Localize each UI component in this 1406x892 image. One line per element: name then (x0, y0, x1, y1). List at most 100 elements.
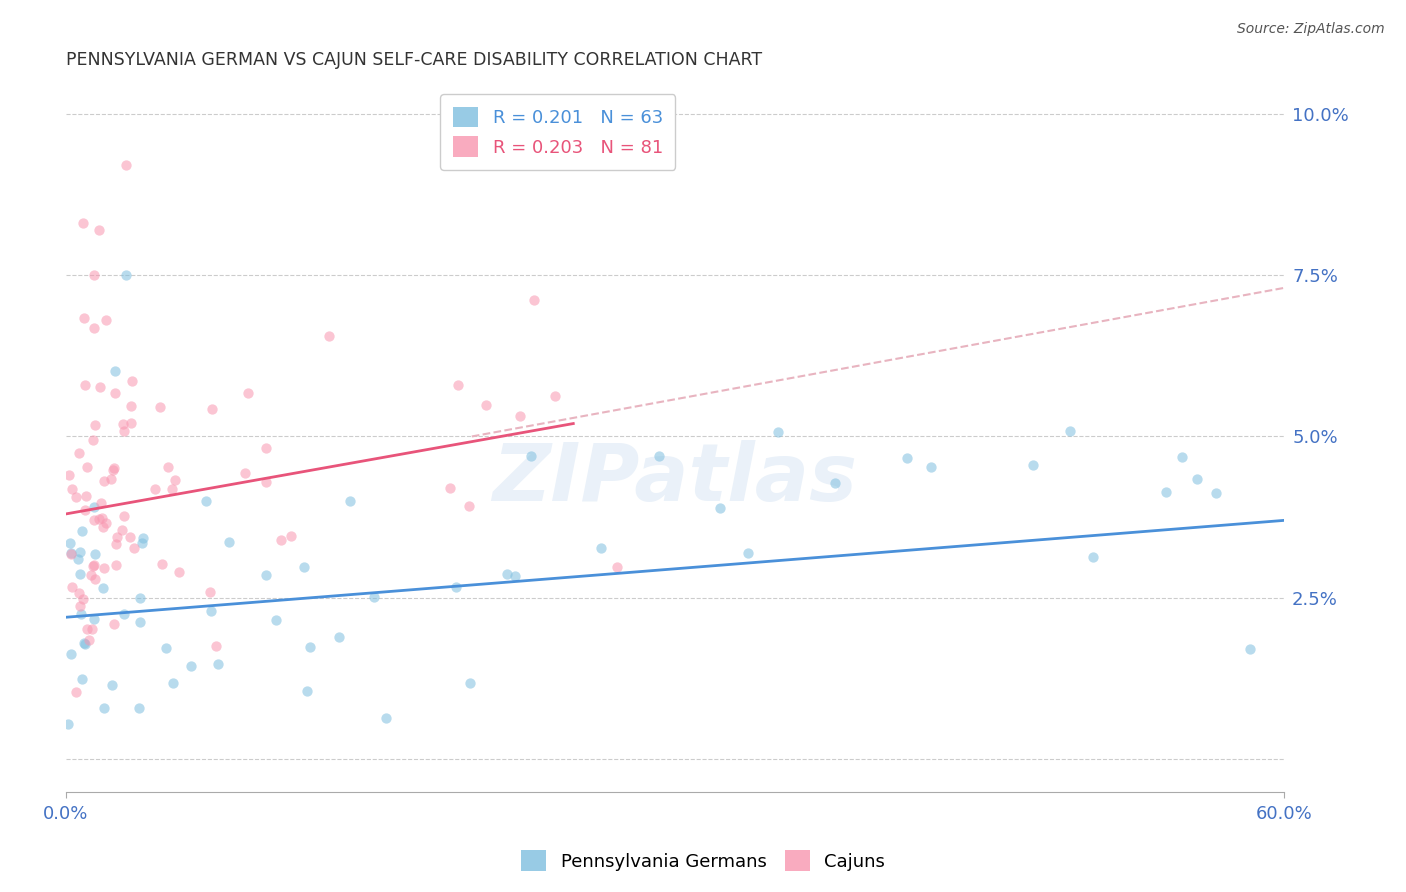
Point (122, 541, 145, 555)
Text: ZIPatlas: ZIPatlas (492, 440, 858, 518)
Point (591, 541, 613, 555)
Point (156, 459, 179, 474)
Point (100, 472, 122, 486)
Point (65, 490, 87, 504)
Point (128, 701, 150, 715)
Point (148, 400, 170, 414)
Point (60, 648, 83, 662)
Point (112, 424, 135, 438)
Point (131, 536, 153, 550)
Point (266, 613, 288, 627)
Point (505, 569, 527, 583)
Point (76, 460, 98, 475)
Point (66, 552, 89, 566)
Point (70, 607, 93, 621)
Point (143, 482, 166, 496)
Point (1156, 484, 1178, 499)
Point (1205, 486, 1227, 500)
Legend: R = 0.201   N = 63, R = 0.203   N = 81: R = 0.201 N = 63, R = 0.203 N = 81 (440, 94, 675, 170)
Point (447, 378, 470, 392)
Point (83, 558, 105, 572)
Point (824, 476, 846, 491)
Point (169, 565, 191, 579)
Point (83, 513, 105, 527)
Point (65, 685, 87, 699)
Point (91, 582, 114, 596)
Point (363, 590, 385, 604)
Point (299, 640, 322, 655)
Point (205, 640, 228, 654)
Point (83, 612, 105, 626)
Point (339, 494, 361, 508)
Point (75, 489, 97, 503)
Point (76, 622, 98, 636)
Point (93, 474, 115, 488)
Point (233, 466, 256, 480)
Point (1059, 425, 1081, 439)
Point (496, 566, 519, 581)
Point (509, 409, 531, 423)
Point (1081, 550, 1104, 565)
Point (111, 417, 134, 432)
Point (254, 475, 277, 490)
Point (165, 473, 187, 487)
Point (104, 558, 127, 572)
Point (737, 546, 759, 560)
Point (60, 483, 83, 497)
Point (75, 377, 97, 392)
Point (120, 416, 142, 430)
Point (120, 530, 142, 544)
Point (105, 530, 128, 544)
Point (236, 385, 259, 400)
Point (69, 545, 91, 559)
Point (131, 531, 153, 545)
Point (104, 385, 127, 400)
Point (59, 535, 82, 549)
Point (89, 380, 111, 394)
Point (73, 636, 96, 650)
Point (89, 512, 111, 526)
Point (87, 223, 110, 237)
Point (69, 599, 91, 613)
Point (82, 433, 104, 447)
Point (150, 557, 173, 571)
Point (67, 586, 90, 600)
Point (96, 313, 118, 327)
Point (93, 561, 115, 575)
Point (77, 632, 100, 647)
Point (180, 659, 202, 673)
Point (318, 328, 340, 343)
Point (519, 449, 541, 463)
Point (94, 516, 117, 531)
Point (129, 615, 152, 629)
Point (90, 496, 112, 510)
Point (544, 389, 567, 403)
Point (254, 442, 277, 456)
Point (101, 463, 124, 477)
Point (1171, 450, 1194, 464)
Point (72, 672, 94, 686)
Point (647, 450, 669, 464)
Point (114, 607, 136, 621)
Point (80, 568, 103, 582)
Point (375, 711, 398, 725)
Point (59, 546, 82, 560)
Point (1239, 641, 1261, 656)
Point (73, 503, 96, 517)
Text: Source: ZipAtlas.com: Source: ZipAtlas.com (1237, 22, 1385, 37)
Point (103, 616, 125, 631)
Point (270, 533, 292, 547)
Point (162, 676, 184, 690)
Point (280, 529, 302, 543)
Point (56, 717, 79, 731)
Point (84, 572, 107, 586)
Point (254, 568, 277, 582)
Point (103, 461, 125, 475)
Point (100, 678, 122, 692)
Point (120, 399, 142, 413)
Point (766, 425, 789, 440)
Point (444, 581, 467, 595)
Point (70, 524, 93, 539)
Point (67, 446, 90, 460)
Point (920, 459, 942, 474)
